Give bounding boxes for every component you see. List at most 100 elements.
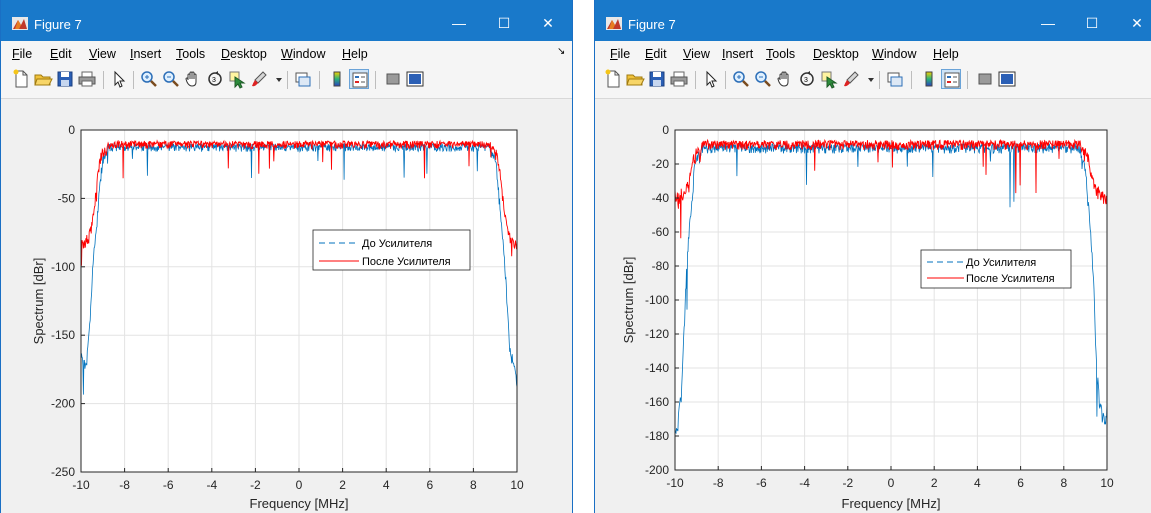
y-tick-label: -180 [645,429,669,443]
toolbar-separator [287,71,288,89]
hide-plot-tools-icon[interactable] [975,69,995,89]
toolbar-separator [103,71,104,89]
print-icon[interactable] [669,69,689,89]
legend[interactable]: До Усилителя После Усилителя [312,229,471,271]
close-button[interactable]: ✕ [1131,15,1143,31]
menu-help[interactable]: Help [342,47,368,61]
menu-file[interactable]: File [12,47,33,61]
brush-dropdown-icon[interactable] [861,69,874,89]
brush-icon[interactable] [841,69,861,89]
y-axis-label: Spectrum [dBr] [31,258,46,345]
plot-area[interactable]: -10 -8 -6 -4 -2 0 2 4 6 8 10 0-50-100-150-200-250 … [1,98,572,513]
legend-icon[interactable] [349,69,369,89]
x-tick-label: -6 [756,476,767,490]
maximize-button[interactable]: ☐ [497,15,511,31]
title-bar[interactable]: Figure 7 — ☐ ✕ [1,0,572,41]
menu-help[interactable]: Help [933,47,959,61]
show-plot-tools-icon[interactable] [997,69,1017,89]
menu-window[interactable]: Window [281,47,326,61]
y-tick-label: 0 [68,123,75,137]
menu-desktop[interactable]: Desktop [813,47,859,61]
plot-series [80,139,518,395]
toolbar-separator [725,71,726,89]
menu-file[interactable]: File [610,47,631,61]
pointer-icon[interactable] [701,69,721,89]
maximize-button[interactable]: ☐ [1085,15,1099,31]
legend-icon[interactable] [941,69,961,89]
brush-dropdown-icon[interactable] [269,69,282,89]
menu-tools[interactable]: Tools [766,47,796,61]
show-plot-tools-icon[interactable] [405,69,425,89]
legend-box [920,249,1072,289]
hide-plot-tools-icon[interactable] [383,69,403,89]
rotate-3d-icon[interactable]: 3 [797,69,817,89]
pan-hand-icon[interactable] [775,69,795,89]
toolbar: 3 [595,65,1151,99]
x-tick-labels: -10 -8 -6 -4 -2 0 2 4 6 8 10 [72,478,524,492]
toolbar: 3 [1,65,572,99]
toolbar-separator [319,71,320,89]
open-folder-icon[interactable] [33,69,53,89]
series-line-after [674,138,1108,239]
y-axis-label: Spectrum [dBr] [621,257,636,344]
x-tick-label: -10 [72,478,90,492]
y-tick-label: -200 [645,463,669,477]
link-plot-icon[interactable] [885,69,905,89]
print-icon[interactable] [77,69,97,89]
link-plot-icon[interactable] [293,69,313,89]
menu-desktop[interactable]: Desktop [221,47,267,61]
legend-label-after: После Усилителя [966,273,1055,285]
colorbar-icon[interactable] [327,69,347,89]
menu-insert[interactable]: Insert [130,47,162,61]
x-tick-label: -10 [666,476,684,490]
menu-edit[interactable]: Edit [645,47,667,61]
minimize-button[interactable]: — [452,15,466,31]
new-file-icon[interactable] [603,69,623,89]
menu-insert[interactable]: Insert [722,47,754,61]
new-file-icon[interactable] [11,69,31,89]
zoom-out-icon[interactable] [161,69,181,89]
x-axis-label: Frequency [MHz] [842,496,941,511]
close-button[interactable]: ✕ [542,15,554,31]
x-tick-label: 0 [888,476,895,490]
x-tick-label: -4 [799,476,810,490]
y-tick-label: -60 [652,225,670,239]
plot-area[interactable]: -10 -8 -6 -4 -2 0 2 4 6 8 10 0-20-40-60-80-100-120… [595,98,1151,513]
data-cursor-icon[interactable] [819,69,839,89]
figure-window-right: Figure 7 — ☐ ✕ File Edit View Insert Too… [594,0,1151,513]
y-tick-label: -80 [652,259,670,273]
zoom-in-icon[interactable] [731,69,751,89]
legend[interactable]: До Усилителя После Усилителя [920,249,1072,289]
x-tick-label: 2 [931,476,938,490]
zoom-in-icon[interactable] [139,69,159,89]
x-tick-label: -8 [713,476,724,490]
y-tick-label: -140 [645,361,669,375]
pan-hand-icon[interactable] [183,69,203,89]
x-tick-labels: -10 -8 -6 -4 -2 0 2 4 6 8 10 [666,476,1114,490]
rotate-3d-icon[interactable]: 3 [205,69,225,89]
y-tick-label: -200 [51,397,75,411]
open-folder-icon[interactable] [625,69,645,89]
menu-window[interactable]: Window [872,47,917,61]
colorbar-icon[interactable] [919,69,939,89]
tick-marks [80,129,518,473]
title-bar[interactable]: Figure 7 — ☐ ✕ [595,0,1151,41]
toolbar-separator [695,71,696,89]
brush-icon[interactable] [249,69,269,89]
save-icon[interactable] [647,69,667,89]
menu-view[interactable]: View [683,47,710,61]
legend-label-before: До Усилителя [966,257,1036,269]
matlab-logo-icon [606,17,622,30]
save-icon[interactable] [55,69,75,89]
menu-view[interactable]: View [89,47,116,61]
svg-text:3: 3 [804,77,808,84]
zoom-out-icon[interactable] [753,69,773,89]
x-tick-label: -8 [119,478,130,492]
menu-tools[interactable]: Tools [176,47,206,61]
pointer-icon[interactable] [109,69,129,89]
menu-edit[interactable]: Edit [50,47,72,61]
minimize-button[interactable]: — [1041,15,1055,31]
data-cursor-icon[interactable] [227,69,247,89]
dock-arrow-icon[interactable]: ↘ [557,46,566,57]
x-tick-label: 2 [339,478,346,492]
